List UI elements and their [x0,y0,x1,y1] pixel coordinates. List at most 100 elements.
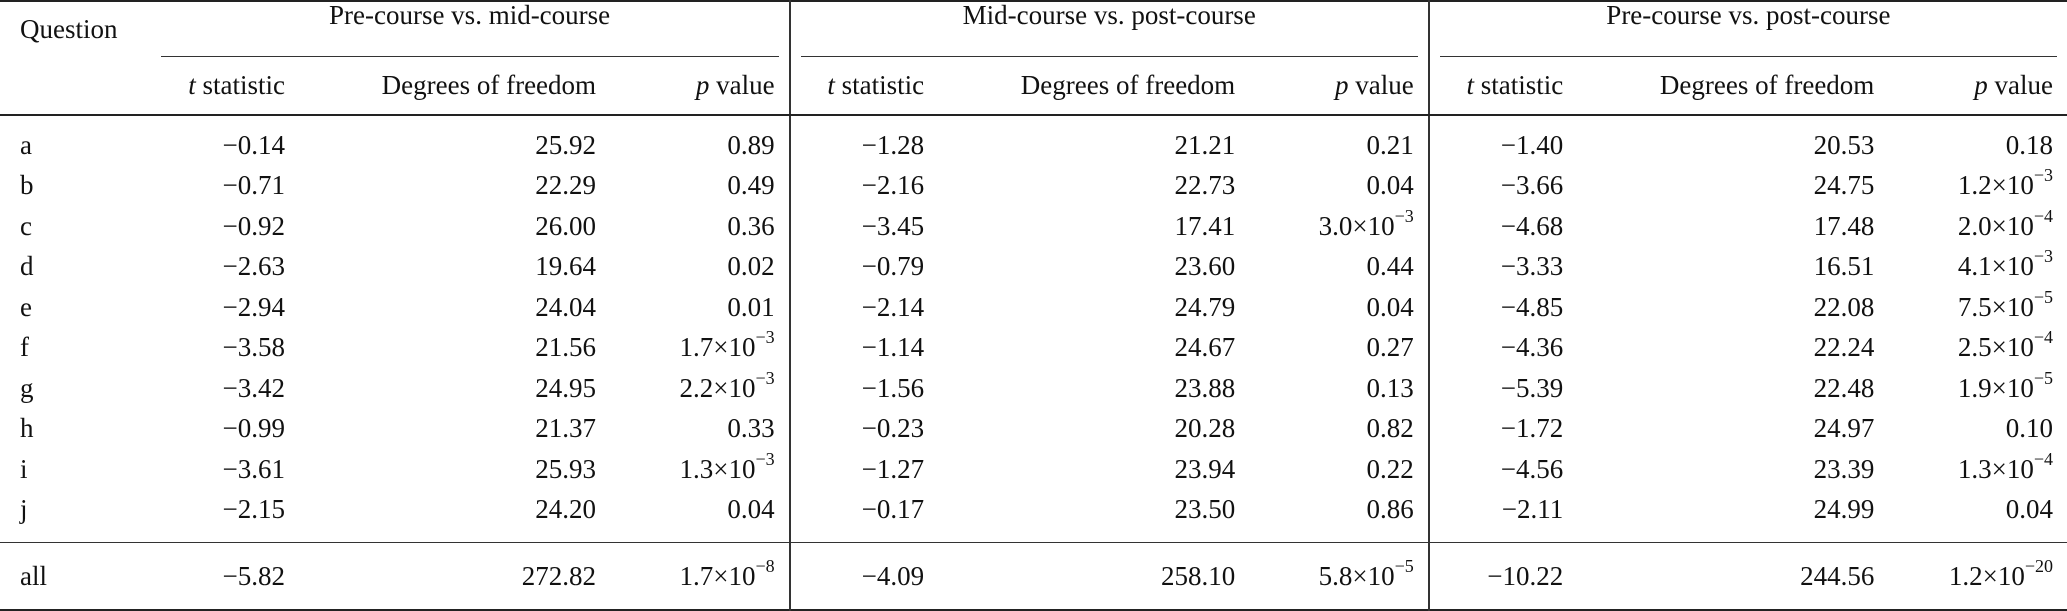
p-value-cell: 0.04 [2005,494,2053,525]
times-sign: × [1991,210,2007,241]
degrees-of-freedom-cell: 19.64 [535,251,597,282]
p-base: 10 [1367,210,1395,241]
t-statistic-cell: −0.23 [861,413,925,444]
degrees-of-freedom-cell: 17.41 [1174,210,1236,241]
degrees-of-freedom-cell: 20.53 [1813,129,1875,160]
p-value-cell: 7.5×10−5 [1888,287,2067,328]
question-label: j [20,494,28,525]
total-row: all −5.82 272.82 1.7×10−8 −4.09 258.10 5.8×10−… [0,556,2067,596]
p-mantissa: 1.7 [679,332,714,363]
t-statistic-cell: −1.72 [1500,413,1564,444]
p-value-cell: 0.49 [727,170,775,201]
p-value-cell: 0.13 [1366,372,1414,403]
p-value-sci: 1.3×10−3 [680,450,775,483]
times-sign: × [713,332,729,363]
spacer-cell [1577,596,1888,610]
p-value-sci: 3.0×10−3 [1319,207,1414,241]
p-value-cell: 0.04 [1366,291,1414,322]
spacer-cell [938,596,1249,610]
question-label: i [20,453,28,484]
p-value-sci: 7.5×10−5 [1957,288,2053,322]
p-base: 10 [2006,372,2034,403]
spacer-cell [1888,596,2067,610]
t-statistic-cell: −5.82 [222,560,285,591]
t-statistic-cell: −2.16 [861,170,925,201]
question-label: a [20,129,32,160]
degrees-of-freedom-cell: 22.08 [1813,291,1875,322]
spacer-row [0,115,2067,125]
question-label: h [20,413,34,444]
value-text: value [1348,70,1414,100]
table-row: h −0.99 21.37 0.33 −0.23 20.28 0.82 −1.72 24.97 0… [0,408,2067,449]
spacer-cell [1429,596,1578,610]
times-sign: × [1982,560,1998,591]
table-row: c −0.92 26.00 0.36 −3.45 17.41 3.0×10−3 −4.68 17… [0,206,2067,247]
p-exponent: −20 [2024,555,2053,576]
spacer-cell [1888,530,2067,543]
p-value-cell: 0.21 [1366,129,1414,160]
t-statistic-cell: −3.33 [1500,251,1564,282]
spacer-cell [610,596,789,610]
spacer-cell [1429,542,1578,556]
spacer-cell [151,596,300,610]
p-value-sci: 1.9×10−5 [1958,369,2053,403]
spacer-cell [0,542,151,556]
degrees-of-freedom-cell: 24.67 [1174,332,1236,363]
p-value-cell: 1.2×10−20 [1888,556,2067,596]
degrees-of-freedom-cell: 25.92 [535,129,597,160]
italic-t: t [188,70,196,100]
spacer-cell [299,530,611,543]
t-statistic-cell: −1.28 [861,129,925,160]
spacer-cell [0,530,151,543]
subheader-p-value: p value [1249,57,1428,116]
table-row: e −2.94 24.04 0.01 −2.14 24.79 0.04 −4.85 22.08 7… [0,287,2067,328]
degrees-of-freedom-cell: 24.75 [1813,170,1875,201]
p-value-cell: 1.3×10−4 [1888,449,2067,490]
t-statistic-cell: −3.66 [1500,170,1564,201]
spacer-cell [610,530,789,543]
p-exponent: −3 [755,327,775,348]
p-value-cell: 1.2×10−3 [1888,166,2067,207]
times-sign: × [1991,372,2007,403]
p-value-cell: 0.04 [1366,170,1414,201]
statistic-text: statistic [834,70,925,100]
question-label: g [20,372,34,403]
spacer-cell [790,542,939,556]
p-value-cell: 0.82 [1366,413,1414,444]
p-base: 10 [2006,332,2034,363]
subheader-t-statistic: t statistic [1428,57,1578,116]
times-sign: × [1352,560,1368,591]
table-row: a −0.14 25.92 0.89 −1.28 21.21 0.21 −1.40 20.53 0… [0,125,2067,166]
p-exponent: −3 [755,367,775,388]
p-base: 10 [728,332,756,363]
p-base: 10 [1367,560,1395,591]
times-sign: × [713,560,729,591]
spacer-cell [1429,115,1578,125]
p-mantissa: 7.5 [1957,291,1992,322]
t-statistic-cell: −0.79 [861,251,925,282]
t-statistic-cell: −2.14 [861,291,925,322]
spacer-cell [1249,115,1428,125]
p-mantissa: 1.7 [679,560,714,591]
degrees-of-freedom-cell: 22.73 [1174,170,1236,201]
times-sign: × [713,372,729,403]
p-exponent: −8 [755,555,775,576]
degrees-of-freedom-cell: 24.99 [1813,494,1875,525]
p-value-cell: 3.0×10−3 [1249,206,1428,247]
spacer-row [0,530,2067,543]
t-statistic-cell: −4.85 [1500,291,1564,322]
times-sign: × [1991,453,2007,484]
p-exponent: −5 [2033,367,2053,388]
spacer-cell [938,115,1249,125]
degrees-of-freedom-cell: 22.29 [535,170,597,201]
p-value-cell: 0.89 [727,129,775,160]
t-statistic-cell: −2.11 [1501,494,1564,525]
p-value-cell: 2.5×10−4 [1888,328,2067,369]
spacer-cell [0,596,151,610]
question-label: f [20,332,29,363]
p-value-sci: 2.5×10−4 [1958,328,2053,363]
p-base: 10 [2006,210,2034,241]
p-value-cell: 1.7×10−8 [610,556,789,596]
t-statistic-cell: −2.94 [222,291,285,322]
